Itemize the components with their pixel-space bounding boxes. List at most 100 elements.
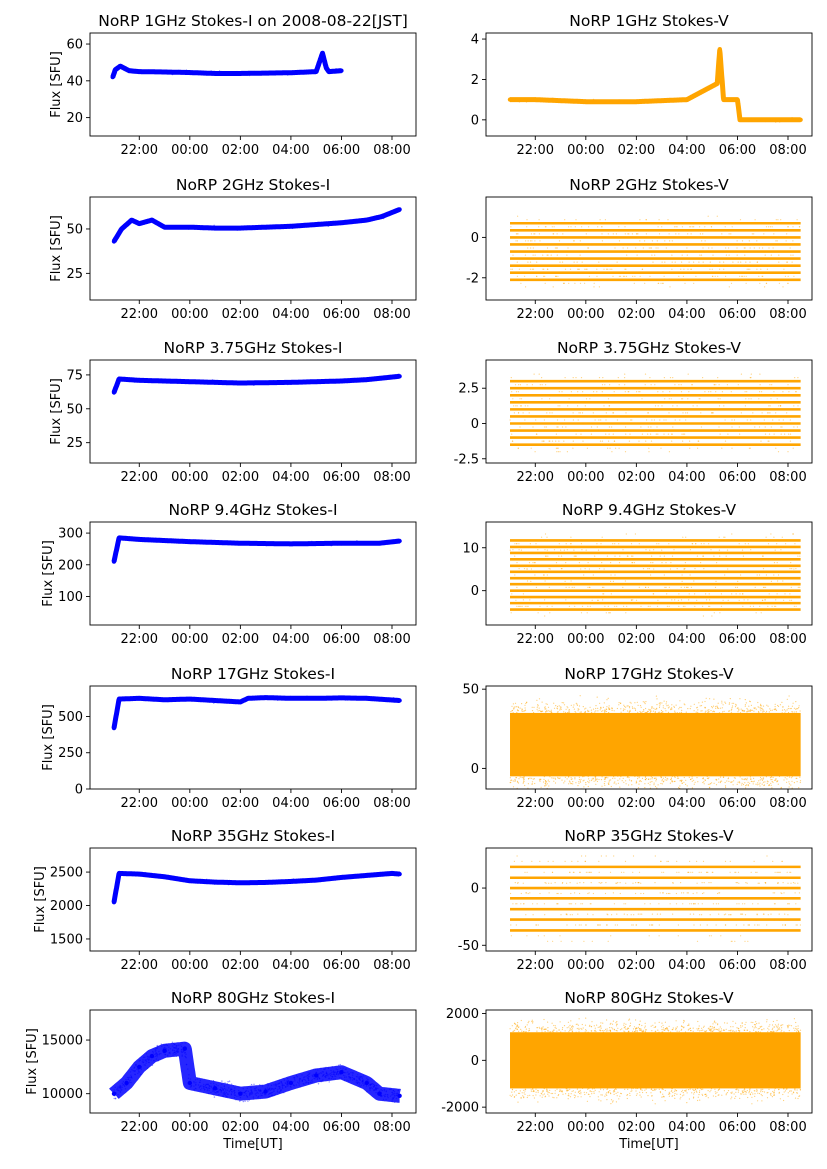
scatter-dot [236,70,238,73]
scatter-dot [121,1082,124,1085]
scatter-dot [308,1074,310,1076]
scatter-dot [613,782,615,784]
scatter-dot [171,539,173,542]
scatter-dot [584,282,586,284]
scatter-dot [391,1098,393,1101]
scatter-dot [590,882,592,884]
scatter-dot [129,698,132,700]
scatter-dot [392,1092,394,1095]
scatter-dot [117,233,119,235]
scatter-dot [605,433,607,435]
scatter-dot [607,914,609,916]
scatter-dot [268,1092,271,1095]
scatter-dot [132,378,134,381]
scatter-dot [775,447,777,449]
scatter-dot [793,258,795,260]
scatter-dot [758,265,760,267]
scatter-dot [234,699,237,701]
scatter-dot [619,778,621,780]
scatter-dot [554,882,556,884]
scatter-dot [287,1082,289,1085]
x-tick-label: 06:00 [323,796,360,811]
scatter-dot [608,408,611,410]
scatter-dot [590,433,593,435]
scatter-dot [519,100,521,102]
scatter-dot [624,233,626,235]
scatter-dot [662,707,664,709]
scatter-dot [141,697,144,699]
scatter-dot [339,1077,341,1079]
scatter-dot [559,908,561,910]
scatter-dot [719,268,721,270]
scatter-dot [125,698,127,700]
scatter-dot [720,593,723,595]
scatter-dot [318,1077,320,1079]
scatter-dot [778,282,781,284]
scatter-dot [736,229,738,231]
scatter-dot [790,118,793,120]
scatter-dot [565,908,568,910]
scatter-dot [380,1089,382,1091]
scatter-dot [533,706,535,709]
scatter-dot [122,1083,125,1086]
scatter-dot [770,426,772,428]
scatter-dot [553,707,556,709]
scatter-dot [509,782,511,784]
scatter-dot [587,871,589,873]
scatter-dot [561,422,564,425]
scatter-dot [525,908,527,910]
scatter-dot [612,892,615,894]
scatter-dot [273,1090,275,1092]
scatter-dot [595,380,597,382]
scatter-dot [387,1097,389,1099]
scatter-dot [564,580,566,583]
scatter-dot [127,1078,130,1081]
scatter-dot [381,377,384,379]
scatter-dot [706,924,708,926]
scatter-dot [176,71,178,74]
scatter-dot [780,426,782,428]
scatter-dot [742,903,744,905]
scatter-dot [664,586,666,589]
scatter-dot [571,914,573,916]
scatter-dot [649,275,651,277]
data-point-3 [137,378,142,383]
scatter-dot [254,1088,256,1090]
scatter-dot [650,101,652,103]
scatter-dot [555,440,557,442]
scatter-dot [547,415,549,417]
scatter-dot [778,118,780,120]
scatter-dot [376,697,378,699]
scatter-dot [698,91,700,94]
scatter-dot [587,562,589,564]
scatter-dot [600,779,603,781]
scatter-dot [551,415,554,417]
scatter-dot [307,1074,309,1076]
scatter-dot [157,1045,159,1048]
scatter-dot [214,541,216,543]
scatter-dot [212,1090,214,1093]
scatter-dot [125,1081,128,1084]
scatter-dot [628,440,631,442]
scatter-dot [529,268,532,270]
scatter-dot [523,568,526,570]
scatter-dot [279,1086,281,1088]
scatter-dot [607,605,609,607]
scatter-dot [243,1094,245,1097]
scatter-dot [678,233,680,235]
scatter-dot [228,884,230,886]
scatter-dot [596,426,598,428]
data-point-11 [339,875,344,880]
scatter-dot [327,1073,329,1076]
scatter-dot [538,707,540,709]
scatter-dot [746,777,748,779]
scatter-dot [549,99,551,101]
scatter-dot [260,696,263,699]
scatter-dot [273,1088,275,1091]
scatter-dot [531,384,534,386]
scatter-dot [632,275,634,277]
scatter-dot [730,711,733,713]
scatter-dot [348,1075,350,1078]
scatter-dot [774,871,776,873]
data-point-6 [212,879,218,885]
